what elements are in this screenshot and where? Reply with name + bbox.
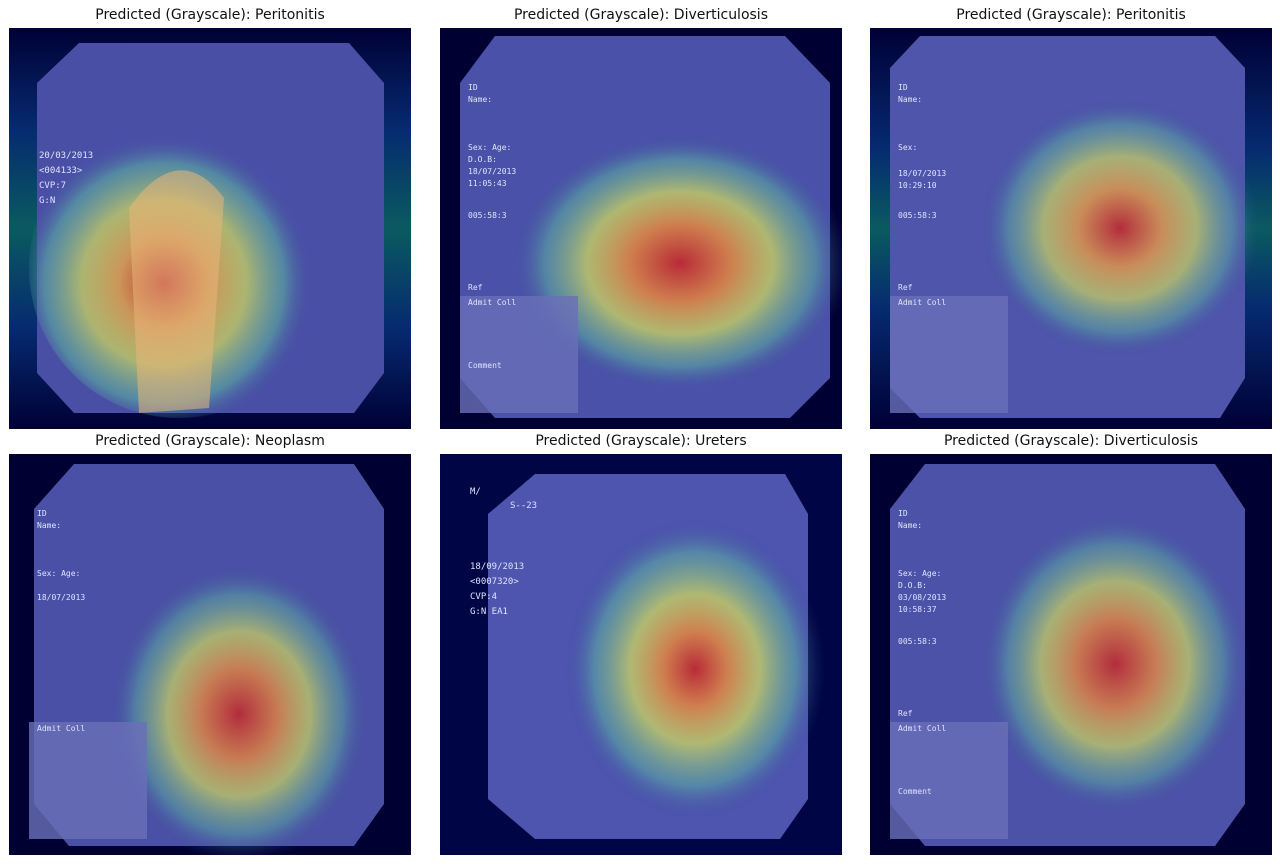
- gradcam-overlay: ID Name: Sex: Age: D.O.B: 03/08/2013 10:…: [870, 454, 1272, 855]
- overlay-text: 18/09/2013: [470, 562, 524, 572]
- overlay-text: 03/08/2013: [898, 593, 946, 602]
- gradcam-overlay: 20/03/2013 <004133> CVP:7 G:N: [9, 28, 411, 429]
- info-box: [890, 296, 1008, 413]
- overlay-text: Ref: [898, 283, 913, 292]
- overlay-text: D.O.B:: [898, 581, 927, 590]
- overlay-text: CVP:7: [39, 181, 66, 191]
- overlay-text: Name:: [898, 95, 922, 104]
- overlay-text: <0007320>: [470, 577, 519, 587]
- panel-title: Predicted (Grayscale): Diverticulosis: [943, 433, 1198, 449]
- overlay-text: Name:: [37, 521, 61, 530]
- overlay-text: 18/07/2013: [37, 593, 85, 602]
- info-box: [890, 722, 1008, 839]
- panel-title: Predicted (Grayscale): Neoplasm: [95, 433, 325, 449]
- overlay-text: 005:58:3: [898, 637, 937, 646]
- overlay-text: 10:29:10: [898, 181, 937, 190]
- overlay-text: ID: [37, 509, 47, 518]
- overlay-text: 18/07/2013: [898, 169, 946, 178]
- overlay-text: S--23: [510, 501, 537, 511]
- overlay-text: ID: [898, 509, 908, 518]
- heatmap-image: ID Name: Sex: Age: 18/07/2013 Admit Coll: [9, 454, 411, 855]
- overlay-text: 005:58:3: [468, 211, 507, 220]
- overlay-text: 20/03/2013: [39, 151, 93, 161]
- panel-title: Predicted (Grayscale): Diverticulosis: [513, 7, 768, 23]
- overlay-text: Ref: [468, 283, 483, 292]
- overlay-text: <004133>: [39, 166, 83, 176]
- overlay-text: 005:58:3: [898, 211, 937, 220]
- overlay-text: Admit Coll: [898, 724, 946, 733]
- gradcam-overlay: ID Name: Sex: 18/07/2013 10:29:10 005:58…: [870, 28, 1272, 429]
- overlay-text: ID: [898, 83, 908, 92]
- heatmap-image: ID Name: Sex: 18/07/2013 10:29:10 005:58…: [870, 28, 1272, 429]
- gradcam-overlay: ID Name: Sex: Age: 18/07/2013 Admit Coll: [9, 454, 411, 855]
- gradcam-overlay: ID Name: Sex: Age: D.O.B: 18/07/2013 11:…: [440, 28, 842, 429]
- overlay-text: G:N EA1: [470, 607, 508, 617]
- overlay-text: Name:: [468, 95, 492, 104]
- panel-title: Predicted (Grayscale): Ureters: [535, 433, 747, 449]
- gradcam-overlay: M/ S--23 18/09/2013 <0007320> CVP:4 G:N …: [440, 454, 842, 855]
- info-box: [460, 296, 578, 413]
- overlay-text: CVP:4: [470, 592, 497, 602]
- overlay-text: Sex: Age:: [37, 569, 80, 578]
- info-box: [29, 722, 147, 839]
- panel-title: Predicted (Grayscale): Peritonitis: [95, 7, 325, 23]
- heatmap-image: M/ S--23 18/09/2013 <0007320> CVP:4 G:N …: [440, 454, 842, 855]
- overlay-text: 11:05:43: [468, 179, 507, 188]
- heatmap-image: ID Name: Sex: Age: D.O.B: 18/07/2013 11:…: [440, 28, 842, 429]
- overlay-text: Name:: [898, 521, 922, 530]
- overlay-text: 18/07/2013: [468, 167, 516, 176]
- heatmap-image: 20/03/2013 <004133> CVP:7 G:N: [9, 28, 411, 429]
- overlay-text: Sex: Age:: [898, 569, 941, 578]
- overlay-text: ID: [468, 83, 478, 92]
- overlay-text: Admit Coll: [898, 298, 946, 307]
- overlay-text: M/: [470, 487, 481, 497]
- overlay-text: Admit Coll: [468, 298, 516, 307]
- overlay-text: Comment: [898, 787, 932, 796]
- heatmap-image: ID Name: Sex: Age: D.O.B: 03/08/2013 10:…: [870, 454, 1272, 855]
- panel-title: Predicted (Grayscale): Peritonitis: [956, 7, 1186, 23]
- overlay-text: G:N: [39, 196, 55, 206]
- overlay-text: 10:58:37: [898, 605, 937, 614]
- overlay-text: Sex: Age:: [468, 143, 511, 152]
- overlay-text: Admit Coll: [37, 724, 85, 733]
- overlay-text: Sex:: [898, 143, 917, 152]
- overlay-text: D.O.B:: [468, 155, 497, 164]
- overlay-text: Ref: [898, 709, 913, 718]
- overlay-text: Comment: [468, 361, 502, 370]
